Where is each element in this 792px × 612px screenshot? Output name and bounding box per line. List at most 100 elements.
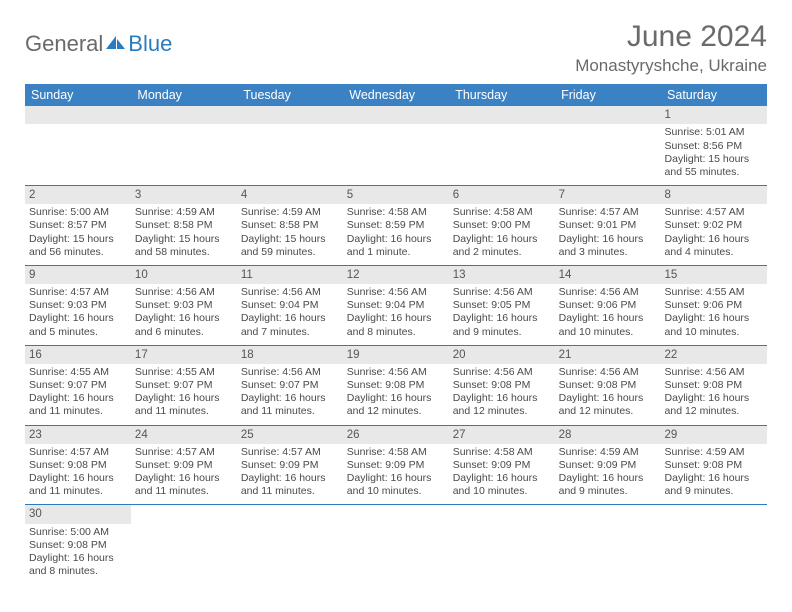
daylight-text: Daylight: 15 hours and 56 minutes. <box>29 233 127 259</box>
sunset-text: Sunset: 9:09 PM <box>135 459 233 472</box>
sunset-text: Sunset: 9:08 PM <box>347 379 445 392</box>
sunrise-text: Sunrise: 4:56 AM <box>559 286 657 299</box>
calendar-cell: 11Sunrise: 4:56 AMSunset: 9:04 PMDayligh… <box>237 265 343 345</box>
calendar-cell: 23 Sunrise: 4:57 AMSunset: 9:08 PMDayligh… <box>25 425 131 505</box>
calendar-cell: 27Sunrise: 4:58 AMSunset: 9:09 PMDayligh… <box>449 425 555 505</box>
day-number: 19 <box>343 346 449 364</box>
sunset-text: Sunset: 9:05 PM <box>453 299 551 312</box>
sunrise-text: Sunrise: 4:56 AM <box>347 286 445 299</box>
sunrise-text: Sunrise: 4:56 AM <box>241 286 339 299</box>
daylight-text: Daylight: 16 hours and 11 minutes. <box>29 472 127 498</box>
calendar-week-row: 23Sunrise: 4:57 AMSunset: 9:08 PMDayligh… <box>25 425 767 505</box>
daylight-text: Daylight: 16 hours and 10 minutes. <box>665 312 763 338</box>
daylight-text: Daylight: 16 hours and 11 minutes. <box>29 392 127 418</box>
day-number: 20 <box>449 346 555 364</box>
day-number: 15 <box>661 266 767 284</box>
day-number: 21 <box>555 346 661 364</box>
calendar-cell-empty <box>661 505 767 584</box>
sunset-text: Sunset: 9:04 PM <box>347 299 445 312</box>
calendar-cell: 2Sunrise: 5:00 AMSunset: 8:57 PMDaylight… <box>25 185 131 265</box>
sunset-text: Sunset: 9:06 PM <box>559 299 657 312</box>
weekday-header: Saturday <box>661 84 767 106</box>
calendar-cell: 30Sunrise: 5:00 AMSunset: 9:08 PMDayligh… <box>25 505 131 584</box>
calendar-cell-empty <box>131 106 237 185</box>
sunrise-text: Sunrise: 5:01 AM <box>665 126 763 139</box>
sunrise-text: Sunrise: 4:56 AM <box>665 366 763 379</box>
day-number-bar <box>343 106 449 124</box>
sunset-text: Sunset: 9:08 PM <box>29 459 127 472</box>
sunset-text: Sunset: 9:03 PM <box>29 299 127 312</box>
daylight-text: Daylight: 16 hours and 10 minutes. <box>347 472 445 498</box>
calendar-cell: 14Sunrise: 4:56 AMSunset: 9:06 PMDayligh… <box>555 265 661 345</box>
day-number: 6 <box>449 186 555 204</box>
calendar-cell: 26Sunrise: 4:58 AMSunset: 9:09 PMDayligh… <box>343 425 449 505</box>
sunset-text: Sunset: 9:07 PM <box>135 379 233 392</box>
calendar-cell: 20Sunrise: 4:56 AMSunset: 9:08 PMDayligh… <box>449 345 555 425</box>
daylight-text: Daylight: 16 hours and 11 minutes. <box>241 472 339 498</box>
calendar-cell: 8Sunrise: 4:57 AMSunset: 9:02 PMDaylight… <box>661 185 767 265</box>
weekday-header: Thursday <box>449 84 555 106</box>
sunrise-text: Sunrise: 4:57 AM <box>29 446 127 459</box>
sunset-text: Sunset: 9:09 PM <box>559 459 657 472</box>
weekday-header: Wednesday <box>343 84 449 106</box>
sunrise-text: Sunrise: 4:59 AM <box>665 446 763 459</box>
calendar-cell: 4Sunrise: 4:59 AMSunset: 8:58 PMDaylight… <box>237 185 343 265</box>
daylight-text: Daylight: 16 hours and 12 minutes. <box>347 392 445 418</box>
sunset-text: Sunset: 9:02 PM <box>665 219 763 232</box>
sunset-text: Sunset: 9:07 PM <box>241 379 339 392</box>
daylight-text: Daylight: 16 hours and 1 minute. <box>347 233 445 259</box>
calendar-cell-empty <box>131 505 237 584</box>
calendar-cell: 13Sunrise: 4:56 AMSunset: 9:05 PMDayligh… <box>449 265 555 345</box>
sunset-text: Sunset: 9:01 PM <box>559 219 657 232</box>
day-number: 23 <box>25 426 131 444</box>
calendar-cell-empty <box>237 106 343 185</box>
sunset-text: Sunset: 8:58 PM <box>135 219 233 232</box>
daylight-text: Daylight: 16 hours and 11 minutes. <box>241 392 339 418</box>
sunrise-text: Sunrise: 5:00 AM <box>29 526 127 539</box>
sunset-text: Sunset: 9:04 PM <box>241 299 339 312</box>
sunrise-text: Sunrise: 4:56 AM <box>453 366 551 379</box>
day-number: 29 <box>661 426 767 444</box>
daylight-text: Daylight: 16 hours and 9 minutes. <box>559 472 657 498</box>
day-number: 2 <box>25 186 131 204</box>
calendar-cell: 12Sunrise: 4:56 AMSunset: 9:04 PMDayligh… <box>343 265 449 345</box>
calendar-cell-empty <box>237 505 343 584</box>
day-number: 30 <box>25 505 131 523</box>
sunrise-text: Sunrise: 4:57 AM <box>559 206 657 219</box>
sunset-text: Sunset: 9:08 PM <box>665 379 763 392</box>
daylight-text: Daylight: 16 hours and 3 minutes. <box>559 233 657 259</box>
day-number: 10 <box>131 266 237 284</box>
day-number: 16 <box>25 346 131 364</box>
daylight-text: Daylight: 16 hours and 6 minutes. <box>135 312 233 338</box>
calendar-cell: 5Sunrise: 4:58 AMSunset: 8:59 PMDaylight… <box>343 185 449 265</box>
calendar-cell: 17Sunrise: 4:55 AMSunset: 9:07 PMDayligh… <box>131 345 237 425</box>
sunset-text: Sunset: 9:00 PM <box>453 219 551 232</box>
day-number: 1 <box>661 106 767 124</box>
day-number: 18 <box>237 346 343 364</box>
day-number: 11 <box>237 266 343 284</box>
sunrise-text: Sunrise: 4:58 AM <box>453 206 551 219</box>
calendar-cell: 7Sunrise: 4:57 AMSunset: 9:01 PMDaylight… <box>555 185 661 265</box>
calendar-cell: 9Sunrise: 4:57 AMSunset: 9:03 PMDaylight… <box>25 265 131 345</box>
daylight-text: Daylight: 15 hours and 55 minutes. <box>665 153 763 179</box>
daylight-text: Daylight: 16 hours and 9 minutes. <box>665 472 763 498</box>
sunset-text: Sunset: 8:58 PM <box>241 219 339 232</box>
calendar-cell: 16Sunrise: 4:55 AMSunset: 9:07 PMDayligh… <box>25 345 131 425</box>
sunset-text: Sunset: 9:09 PM <box>241 459 339 472</box>
sunrise-text: Sunrise: 4:55 AM <box>135 366 233 379</box>
calendar-week-row: 30Sunrise: 5:00 AMSunset: 9:08 PMDayligh… <box>25 505 767 584</box>
sunrise-text: Sunrise: 4:58 AM <box>347 446 445 459</box>
daylight-text: Daylight: 16 hours and 2 minutes. <box>453 233 551 259</box>
calendar-cell-empty <box>343 505 449 584</box>
day-number: 25 <box>237 426 343 444</box>
sunset-text: Sunset: 9:06 PM <box>665 299 763 312</box>
sunrise-text: Sunrise: 4:57 AM <box>29 286 127 299</box>
daylight-text: Daylight: 15 hours and 59 minutes. <box>241 233 339 259</box>
calendar-week-row: 1Sunrise: 5:01 AMSunset: 8:56 PMDaylight… <box>25 106 767 185</box>
page-header: General Blue June 2024 Monastyryshche, U… <box>25 20 767 76</box>
calendar-cell: 24Sunrise: 4:57 AMSunset: 9:09 PMDayligh… <box>131 425 237 505</box>
calendar-cell: 18Sunrise: 4:56 AMSunset: 9:07 PMDayligh… <box>237 345 343 425</box>
sunrise-text: Sunrise: 4:59 AM <box>559 446 657 459</box>
day-number: 17 <box>131 346 237 364</box>
daylight-text: Daylight: 15 hours and 58 minutes. <box>135 233 233 259</box>
